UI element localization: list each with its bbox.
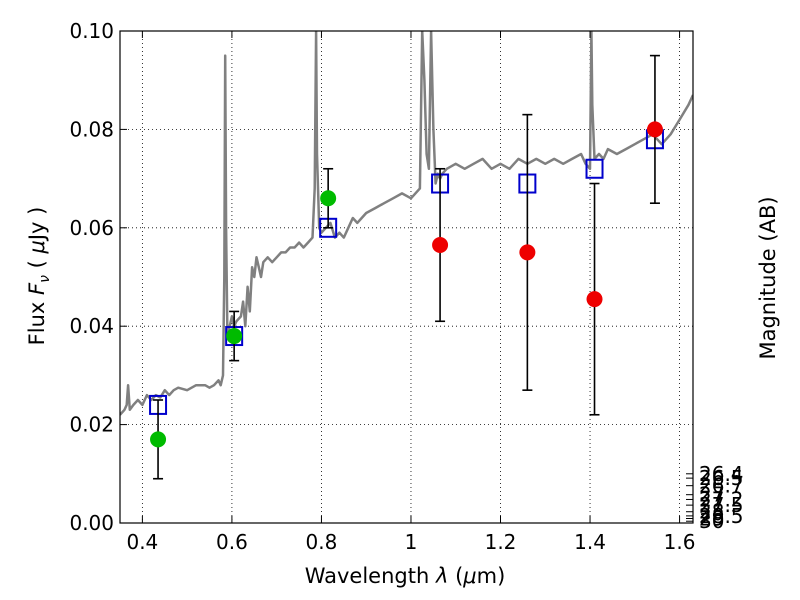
x-tick-label: 1.6 xyxy=(664,530,696,554)
y-tick-label: 0.04 xyxy=(69,314,114,338)
y-tick-label: 0.00 xyxy=(69,511,114,535)
y2-tick-label: 26.7 xyxy=(699,474,744,498)
axis-ticks: 0.4 0.6 0.8 1 1.2 1.4 1.6 0.00 0.02 0.04 0.06 0.08 0… xyxy=(69,19,743,554)
x-tick-label: 0.6 xyxy=(216,530,248,554)
observed-flux-point xyxy=(646,121,663,138)
x-tick-label: 1.2 xyxy=(485,530,517,554)
model-photometry-square xyxy=(585,158,604,179)
plot-frame xyxy=(119,30,694,524)
observed-flux-point xyxy=(226,328,243,345)
y2-tick-label: 27 xyxy=(699,483,724,507)
observed-flux-point xyxy=(586,291,603,308)
y-tick-label: 0.02 xyxy=(69,413,114,437)
x-tick-label: 0.8 xyxy=(306,530,338,554)
y2-tick-label: 28.5 xyxy=(699,504,744,528)
x-tick-label: 0.4 xyxy=(126,530,158,554)
y2-tick-label: 26.4 xyxy=(699,462,744,486)
x-tick-label: 1.4 xyxy=(574,530,606,554)
y2-tick-label: 29 xyxy=(699,507,724,531)
y2-tick-label: 26.5 xyxy=(699,466,744,490)
observed-flux-point xyxy=(519,244,536,261)
observed-flux-point xyxy=(432,237,449,254)
y2-tick-label: 27.2 xyxy=(699,487,744,511)
y-axis-label: Flux Fν ( μJy ) xyxy=(25,207,53,346)
y-tick-label: 0.06 xyxy=(69,216,114,240)
y2-axis-label: Magnitude (AB) xyxy=(756,196,780,359)
observed-flux-point xyxy=(150,431,167,448)
observed-flux-point xyxy=(320,190,337,207)
y-tick-label: 0.08 xyxy=(69,117,114,141)
y2-tick-label: 30 xyxy=(699,509,724,533)
y2-tick-label: 28 xyxy=(699,500,724,524)
x-tick-label: 1 xyxy=(405,530,418,554)
y-tick-label: 0.10 xyxy=(69,19,114,43)
y2-tick-label: 27.5 xyxy=(699,493,744,517)
x-axis-label: Wavelength λ (μm) xyxy=(305,564,506,588)
